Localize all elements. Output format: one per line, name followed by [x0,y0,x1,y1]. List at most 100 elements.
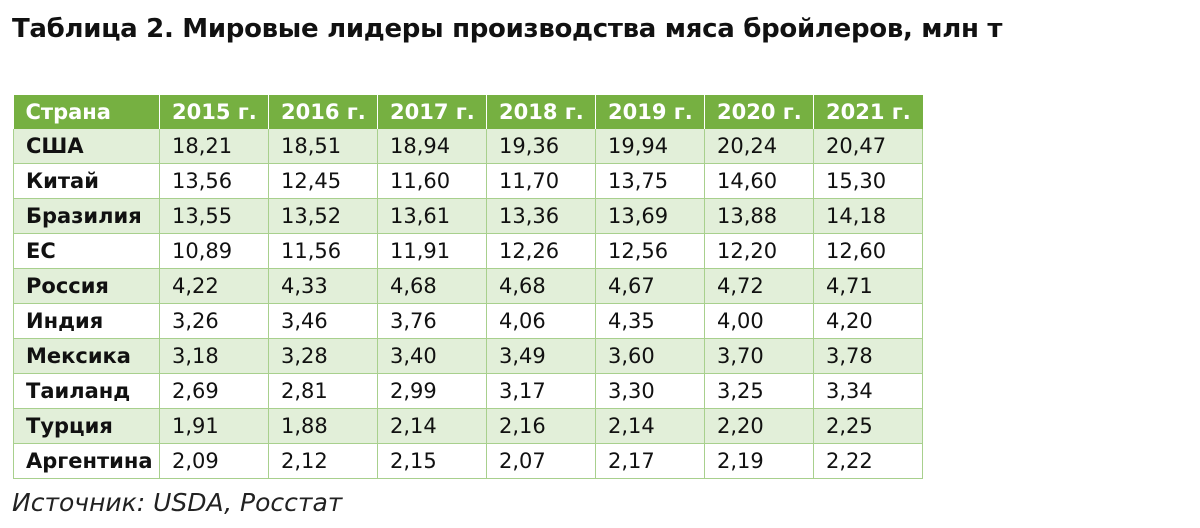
value-cell: 18,21 [159,129,269,164]
table-row: ЕС 10,89 11,56 11,91 12,26 12,56 12,20 12,60 [13,233,923,269]
production-table: Страна 2015 г. 2016 г. 2017 г. 2018 г. 2… [13,95,923,479]
value-cell: 10,89 [159,233,269,269]
value-cell: 3,60 [595,338,705,374]
source-note: Источник: USDA, Росстат [12,488,343,517]
value-cell: 13,36 [486,198,596,234]
country-cell: США [13,129,160,164]
value-cell: 1,88 [268,408,378,444]
value-cell: 2,69 [159,373,269,409]
header-year: 2020 г. [704,95,814,129]
value-cell: 3,46 [268,303,378,339]
header-year: 2021 г. [813,95,923,129]
table-row: Индия 3,26 3,46 3,76 4,06 4,35 4,00 4,20 [13,303,923,339]
value-cell: 2,20 [704,408,814,444]
value-cell: 3,30 [595,373,705,409]
country-cell: Китай [13,163,160,199]
table-row: Аргентина 2,09 2,12 2,15 2,07 2,17 2,19 2,22 [13,443,923,479]
value-cell: 3,49 [486,338,596,374]
value-cell: 2,25 [813,408,923,444]
table-row: США 18,21 18,51 18,94 19,36 19,94 20,24 20,47 [13,129,923,164]
value-cell: 4,68 [377,268,487,304]
page-title: Таблица 2. Мировые лидеры производства м… [12,14,1003,44]
value-cell: 4,67 [595,268,705,304]
value-cell: 13,55 [159,198,269,234]
header-year: 2017 г. [377,95,487,129]
header-year: 2015 г. [159,95,269,129]
value-cell: 3,25 [704,373,814,409]
value-cell: 3,70 [704,338,814,374]
value-cell: 20,24 [704,129,814,164]
country-cell: Таиланд [13,373,160,409]
table-header-row: Страна 2015 г. 2016 г. 2017 г. 2018 г. 2… [13,95,923,129]
value-cell: 3,34 [813,373,923,409]
value-cell: 2,22 [813,443,923,479]
value-cell: 1,91 [159,408,269,444]
value-cell: 2,14 [595,408,705,444]
value-cell: 2,19 [704,443,814,479]
country-cell: Аргентина [13,443,160,479]
value-cell: 15,30 [813,163,923,199]
value-cell: 12,45 [268,163,378,199]
country-cell: Турция [13,408,160,444]
value-cell: 2,07 [486,443,596,479]
value-cell: 2,81 [268,373,378,409]
table-row: Бразилия 13,55 13,52 13,61 13,36 13,69 13,88 14… [13,198,923,234]
value-cell: 3,17 [486,373,596,409]
value-cell: 12,26 [486,233,596,269]
value-cell: 12,60 [813,233,923,269]
value-cell: 4,22 [159,268,269,304]
value-cell: 4,00 [704,303,814,339]
value-cell: 2,09 [159,443,269,479]
country-cell: Россия [13,268,160,304]
value-cell: 4,33 [268,268,378,304]
value-cell: 3,78 [813,338,923,374]
value-cell: 2,14 [377,408,487,444]
table-row: Таиланд 2,69 2,81 2,99 3,17 3,30 3,25 3,34 [13,373,923,409]
value-cell: 13,69 [595,198,705,234]
table-row: Турция 1,91 1,88 2,14 2,16 2,14 2,20 2,25 [13,408,923,444]
value-cell: 11,56 [268,233,378,269]
value-cell: 3,76 [377,303,487,339]
value-cell: 12,56 [595,233,705,269]
value-cell: 2,99 [377,373,487,409]
value-cell: 13,52 [268,198,378,234]
header-year: 2018 г. [486,95,596,129]
table-row: Китай 13,56 12,45 11,60 11,70 13,75 14,60 15,30 [13,163,923,199]
value-cell: 13,61 [377,198,487,234]
value-cell: 11,60 [377,163,487,199]
value-cell: 14,18 [813,198,923,234]
value-cell: 2,15 [377,443,487,479]
value-cell: 11,70 [486,163,596,199]
value-cell: 4,71 [813,268,923,304]
country-cell: Индия [13,303,160,339]
value-cell: 2,16 [486,408,596,444]
value-cell: 2,17 [595,443,705,479]
value-cell: 3,26 [159,303,269,339]
value-cell: 4,06 [486,303,596,339]
value-cell: 20,47 [813,129,923,164]
value-cell: 2,12 [268,443,378,479]
value-cell: 18,94 [377,129,487,164]
value-cell: 4,68 [486,268,596,304]
value-cell: 14,60 [704,163,814,199]
value-cell: 4,72 [704,268,814,304]
value-cell: 19,36 [486,129,596,164]
value-cell: 13,88 [704,198,814,234]
value-cell: 4,20 [813,303,923,339]
country-cell: Бразилия [13,198,160,234]
table-row: Россия 4,22 4,33 4,68 4,68 4,67 4,72 4,71 [13,268,923,304]
header-year: 2019 г. [595,95,705,129]
value-cell: 4,35 [595,303,705,339]
value-cell: 11,91 [377,233,487,269]
country-cell: Мексика [13,338,160,374]
table-row: Мексика 3,18 3,28 3,40 3,49 3,60 3,70 3,78 [13,338,923,374]
value-cell: 19,94 [595,129,705,164]
country-cell: ЕС [13,233,160,269]
header-country: Страна [13,95,160,129]
value-cell: 3,40 [377,338,487,374]
value-cell: 3,18 [159,338,269,374]
value-cell: 13,56 [159,163,269,199]
value-cell: 18,51 [268,129,378,164]
value-cell: 13,75 [595,163,705,199]
value-cell: 12,20 [704,233,814,269]
